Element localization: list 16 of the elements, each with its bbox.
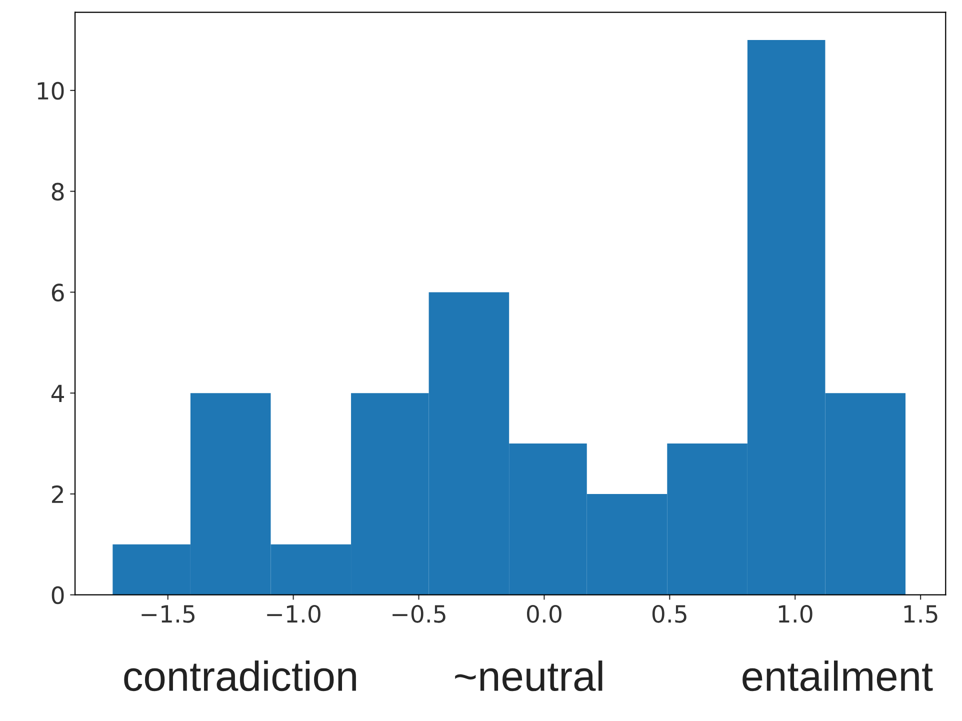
y-tick-label: 6: [52, 284, 64, 302]
x-tick-label: −1.0: [267, 604, 320, 623]
text: ~neutral: [455, 660, 602, 692]
x-tick-label: −1.5: [142, 605, 194, 623]
y-tick-label: 2: [52, 485, 63, 503]
y-tick-label: 0: [52, 586, 64, 604]
text: contradiction: [124, 660, 356, 692]
y-tick-label: 4: [51, 384, 64, 402]
x-tick-label: 0.0: [526, 604, 562, 623]
x-tick-label: 1.5: [904, 605, 938, 623]
y-tick-label: 10: [38, 82, 64, 100]
text: entailment: [742, 660, 933, 692]
x-tick-label: 1.0: [778, 604, 812, 623]
y-tick-label: 8: [52, 182, 64, 201]
x-tick-label: −0.5: [392, 604, 446, 623]
x-tick-label: 0.5: [652, 604, 686, 623]
